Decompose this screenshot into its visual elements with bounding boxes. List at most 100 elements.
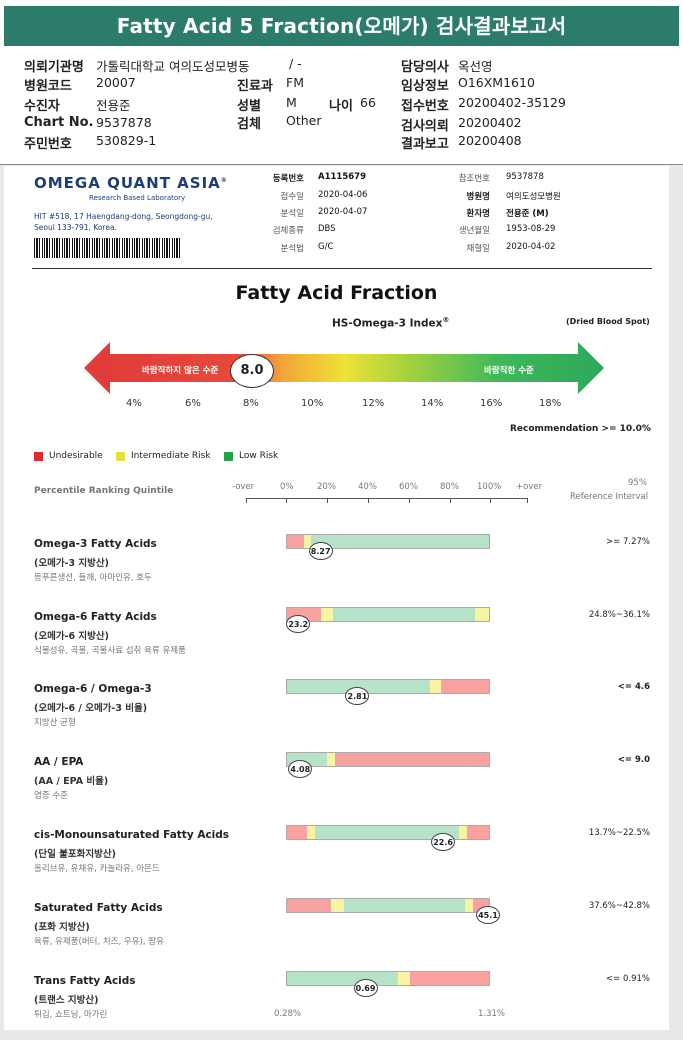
percentile-bar [286, 679, 490, 694]
scale-tick [286, 499, 287, 503]
percentile-label: Percentile Ranking Quintile [34, 486, 174, 496]
scale-label: 100% [477, 482, 502, 492]
lab-logo-mark: ® [220, 177, 228, 184]
info-label: 성별 [237, 99, 261, 114]
result-food-sources: 육류, 유제품(버터, 치즈, 우유), 팜유 [34, 937, 164, 947]
reference-interval: <= 0.91% [606, 974, 650, 984]
index-axis-tick: 14% [421, 398, 444, 409]
bar-segment-yellow [430, 680, 441, 693]
bar-segment-green [287, 972, 399, 985]
info-label: 검체 [237, 117, 261, 132]
bar-segment-green [287, 680, 431, 693]
index-axis-tick: 12% [362, 398, 385, 409]
info-value: 530829-1 [96, 133, 157, 148]
index-axis-tick: 18% [539, 398, 562, 409]
info-value: M [286, 95, 297, 110]
scale-tick [450, 499, 451, 503]
bar-segment-yellow [304, 535, 312, 548]
recommendation: Recommendation >= 10.0% [510, 424, 651, 434]
result-food-sources: 등푸른생선, 들깨, 아마인유, 호두 [34, 573, 152, 583]
report-title: Fatty Acid 5 Fraction(오메가) 검사결과보고서 [4, 6, 679, 46]
meta-value: 2020-04-06 [318, 190, 368, 200]
meta-value: 2020-04-02 [506, 242, 556, 252]
info-value: 9537878 [96, 115, 152, 130]
result-value-marker: 4.08 [288, 760, 313, 778]
scale-label: 80% [440, 482, 459, 492]
info-value: FM [286, 75, 304, 90]
meta-label: 병원명 [466, 192, 490, 202]
reference-interval: >= 7.27% [606, 537, 650, 547]
info-value: O16XM1610 [458, 75, 535, 90]
bar-segment-yellow [321, 608, 334, 621]
result-subtitle: (오메가-6 지방산) [34, 631, 109, 642]
percentile-bar [286, 898, 490, 913]
scale-label: 40% [358, 482, 377, 492]
scale-tick [527, 499, 528, 503]
scale-tick [409, 499, 410, 503]
percentile-bar [286, 752, 490, 767]
meta-value: DBS [318, 224, 336, 234]
scale-tick [246, 499, 247, 503]
scale-tick [490, 499, 491, 503]
info-label: 임상정보 [401, 79, 449, 94]
index-axis-tick: 6% [185, 398, 201, 409]
info-label: 접수번호 [401, 99, 449, 114]
legend-swatch-undesirable [34, 452, 43, 461]
meta-value: 1953-08-29 [506, 224, 556, 234]
result-value-marker: 23.2 [286, 615, 311, 633]
scale-label: 60% [399, 482, 418, 492]
result-subtitle: (오메가-3 지방산) [34, 558, 109, 569]
result-subtitle: (AA / EPA 비율) [34, 776, 109, 787]
lab-logo-text: OMEGA QUANT ASIA [34, 174, 221, 192]
bar-segment-green [343, 899, 465, 912]
reference-interval: <= 4.6 [617, 682, 650, 692]
arrow-label-desirable: 바람직한 수준 [484, 366, 534, 376]
meta-value: A1115679 [318, 172, 366, 182]
bar-segment-red [287, 826, 308, 839]
bar-segment-yellow [458, 826, 467, 839]
result-value-marker: 22.6 [431, 833, 456, 851]
ref-header-pct: 95% [628, 478, 647, 488]
report-sheet: OMEGA QUANT ASIA® Research Based Laborat… [4, 166, 669, 1030]
scale-tick [327, 499, 328, 503]
lab-logo: OMEGA QUANT ASIA® [34, 174, 228, 192]
result-subtitle: (포화 지방산) [34, 922, 90, 933]
bar-segment-yellow [398, 972, 411, 985]
barcode [34, 238, 182, 258]
bar-segment-green [311, 535, 489, 548]
header-divider [32, 268, 652, 269]
scale-label: +over [516, 482, 543, 492]
result-title: AA / EPA [34, 756, 84, 768]
sample-type: (Dried Blood Spot) [566, 317, 650, 326]
index-title: HS-Omega-3 Index® [332, 316, 449, 330]
bar-segment-red [410, 972, 489, 985]
result-value-marker: 0.69 [353, 979, 378, 997]
percentile-bar [286, 971, 490, 986]
section-title: Fatty Acid Fraction [235, 282, 438, 304]
index-gradient-arrow [84, 342, 604, 394]
scale-axis [246, 498, 528, 499]
info-label: 나이 [329, 99, 353, 114]
bar-segment-yellow [474, 608, 489, 621]
result-title: Omega-6 Fatty Acids [34, 611, 157, 623]
legend-swatch-intermediate [116, 452, 125, 461]
bar-segment-red [287, 535, 305, 548]
meta-label: 분석일 [280, 209, 304, 219]
legend-label: Low Risk [239, 451, 279, 461]
reference-interval: 13.7%~22.5% [588, 828, 650, 838]
result-subtitle: (단일 불포화지방산) [34, 849, 116, 860]
result-value-marker: 8.27 [308, 542, 333, 560]
reference-interval: 24.8%~36.1% [588, 610, 650, 620]
info-value: 20007 [96, 75, 136, 90]
ref-header-label: Reference Interval [570, 492, 649, 502]
result-title: Omega-6 / Omega-3 [34, 683, 152, 695]
meta-label: 참조번호 [458, 174, 490, 184]
info-value: 20200402 [458, 115, 522, 130]
legend-label: Undesirable [49, 451, 103, 461]
info-label: 검사의뢰 [401, 119, 449, 134]
bar-segment-yellow [464, 899, 473, 912]
reference-interval: 37.6%~42.8% [588, 901, 650, 911]
index-axis-tick: 10% [301, 398, 324, 409]
index-axis-tick: 16% [480, 398, 503, 409]
info-label: 담당의사 [401, 60, 449, 75]
